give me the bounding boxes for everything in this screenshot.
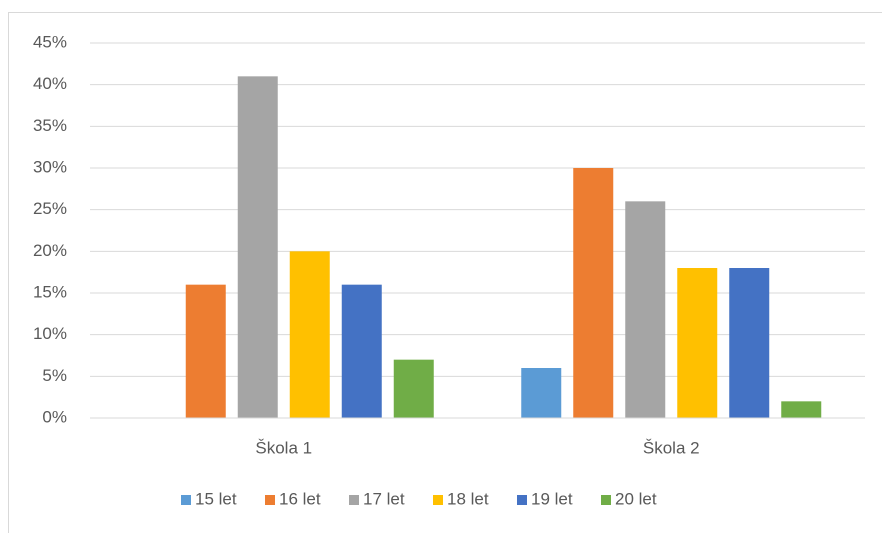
y-tick-label: 5% [42,366,67,385]
y-tick-label: 40% [33,74,67,93]
legend-label: 18 let [447,489,489,508]
y-tick-label: 20% [33,241,67,260]
y-tick-label: 45% [33,32,67,51]
y-tick-label: 35% [33,116,67,135]
y-tick-label: 0% [42,407,67,426]
y-tick-label: 30% [33,157,67,176]
bar [781,401,822,418]
bar [729,268,770,418]
y-tick-label: 10% [33,324,67,343]
legend-swatch [433,495,443,505]
legend-label: 17 let [363,489,405,508]
chart-frame [8,12,882,533]
bar [393,359,434,418]
y-tick-label: 25% [33,199,67,218]
bar [677,268,718,418]
legend-label: 20 let [615,489,657,508]
bar [625,201,666,418]
legend-swatch [181,495,191,505]
x-tick-label: Škola 2 [643,438,700,457]
legend-label: 16 let [279,489,321,508]
bar [521,368,562,418]
legend-swatch [517,495,527,505]
legend-swatch [601,495,611,505]
y-tick-label: 15% [33,282,67,301]
bar [185,284,226,418]
bar [573,168,614,418]
bar [289,251,330,418]
legend-swatch [349,495,359,505]
x-tick-label: Škola 1 [255,438,312,457]
legend-label: 15 let [195,489,237,508]
bar [341,284,382,418]
legend-label: 19 let [531,489,573,508]
legend-swatch [265,495,275,505]
bar [237,76,278,418]
